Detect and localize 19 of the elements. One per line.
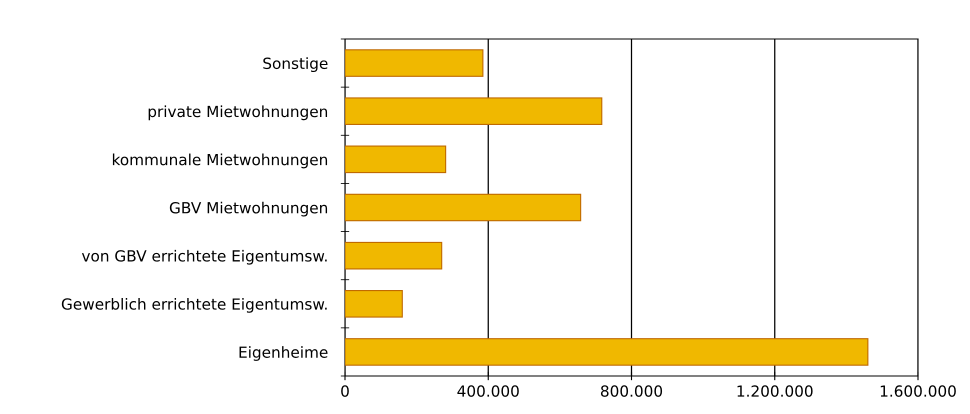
x-tick-label: 0 (341, 385, 349, 397)
y-tick-label: Eigenheime (240, 346, 328, 361)
y-tick-label: von GBV errichtete Eigentumsw. (82, 250, 327, 265)
x-tick-label: 400.000 (457, 385, 519, 397)
y-tick-label: GBV Mietwohnungen (170, 202, 328, 216)
x-tick-label: 1.600.000 (880, 385, 956, 397)
bar (345, 49, 484, 77)
x-tick-label: 800.000 (600, 385, 662, 397)
bar (345, 194, 582, 222)
y-tick-label: kommunale Mietwohnungen (112, 154, 328, 168)
y-tick-label: private Mietwohnungen (148, 105, 328, 120)
bar (345, 290, 403, 318)
bar (345, 338, 868, 366)
y-tick-label: Gewerblich errichtete Eigentumsw. (62, 298, 327, 313)
y-tick-label: Sonstige (263, 57, 328, 72)
bar (345, 146, 446, 174)
bar (345, 97, 602, 126)
bar (345, 242, 442, 270)
x-tick-label: 1.200.000 (738, 385, 813, 397)
